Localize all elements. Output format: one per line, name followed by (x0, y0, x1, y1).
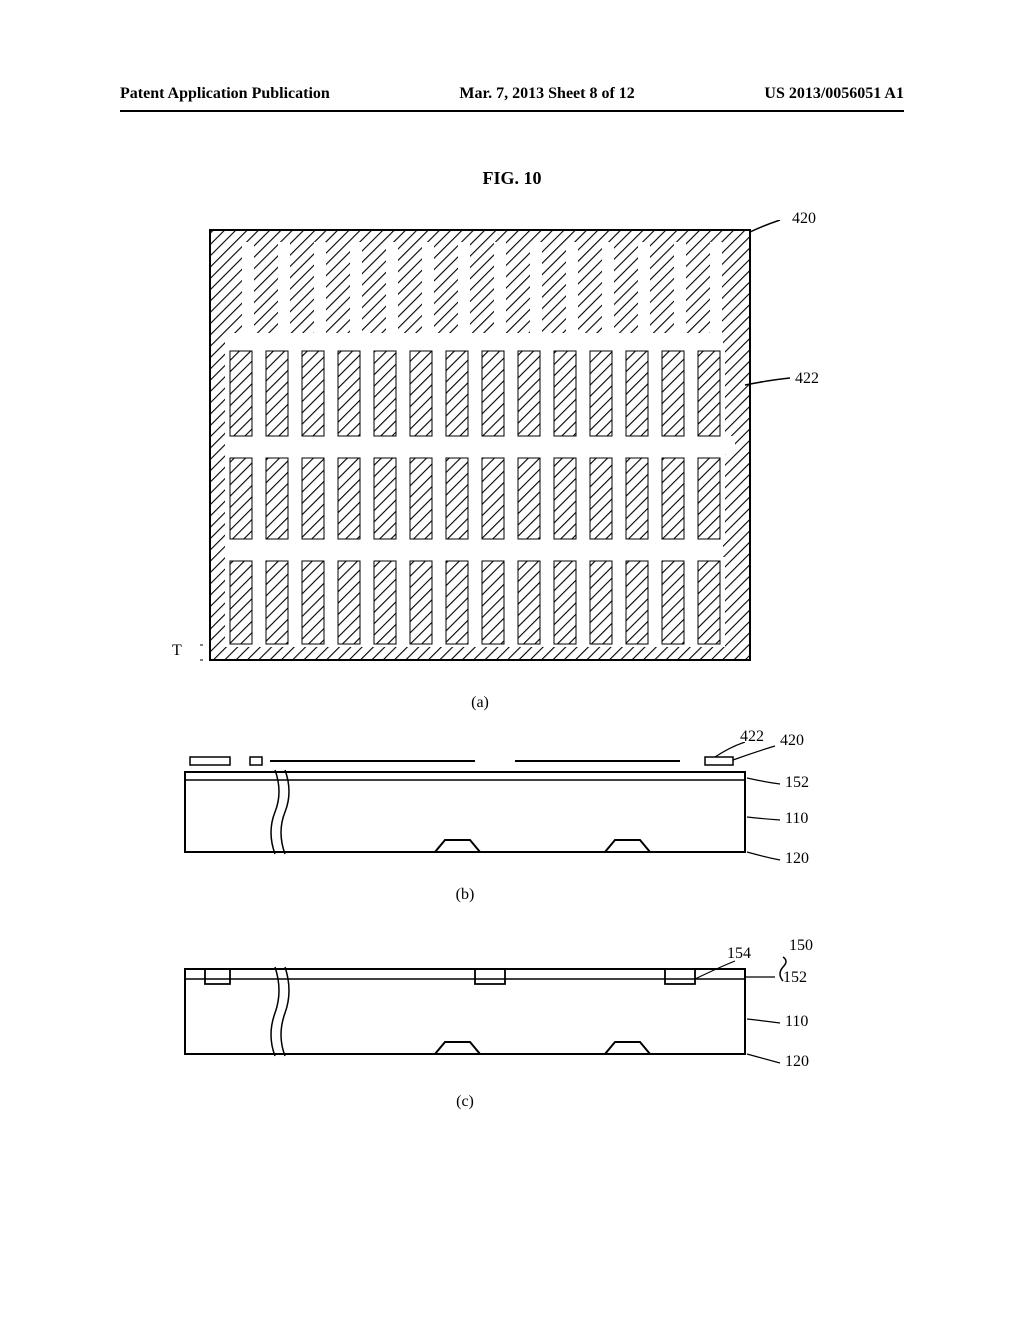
panel-a: 420 422 T (a) (200, 220, 840, 712)
header-right: US 2013/0056051 A1 (764, 85, 904, 103)
panel-c: 150 154 152 110 120 (c) (175, 939, 840, 1111)
ref-420-a: 420 (792, 210, 816, 228)
header-center: Mar. 7, 2013 Sheet 8 of 12 (459, 85, 634, 103)
ref-150-c: 150 (789, 937, 813, 955)
ref-120-c: 120 (785, 1053, 809, 1071)
ref-110-b: 110 (785, 810, 808, 828)
ref-422-a: 422 (795, 370, 819, 388)
panel-b-svg (175, 742, 835, 882)
ref-110-c: 110 (785, 1013, 808, 1031)
panel-b-label: (b) (175, 886, 755, 904)
page-header: Patent Application Publication Mar. 7, 2… (120, 85, 904, 103)
panel-a-label: (a) (200, 694, 760, 712)
header-left: Patent Application Publication (120, 85, 330, 103)
ref-154-c: 154 (727, 945, 751, 963)
header-rule (120, 110, 904, 112)
panel-a-svg (200, 220, 820, 690)
ref-422-b: 422 (740, 728, 764, 746)
panel-b: 422 420 152 110 120 (b) (175, 742, 840, 904)
ref-120-b: 120 (785, 850, 809, 868)
t-label: T (172, 642, 182, 660)
ref-152-c: 152 (783, 969, 807, 987)
panel-c-label: (c) (175, 1093, 755, 1111)
diagram-container: 420 422 T (a) 422 (140, 210, 840, 1111)
ref-152-b: 152 (785, 774, 809, 792)
figure-title: FIG. 10 (0, 168, 1024, 189)
ref-420-b: 420 (780, 732, 804, 750)
